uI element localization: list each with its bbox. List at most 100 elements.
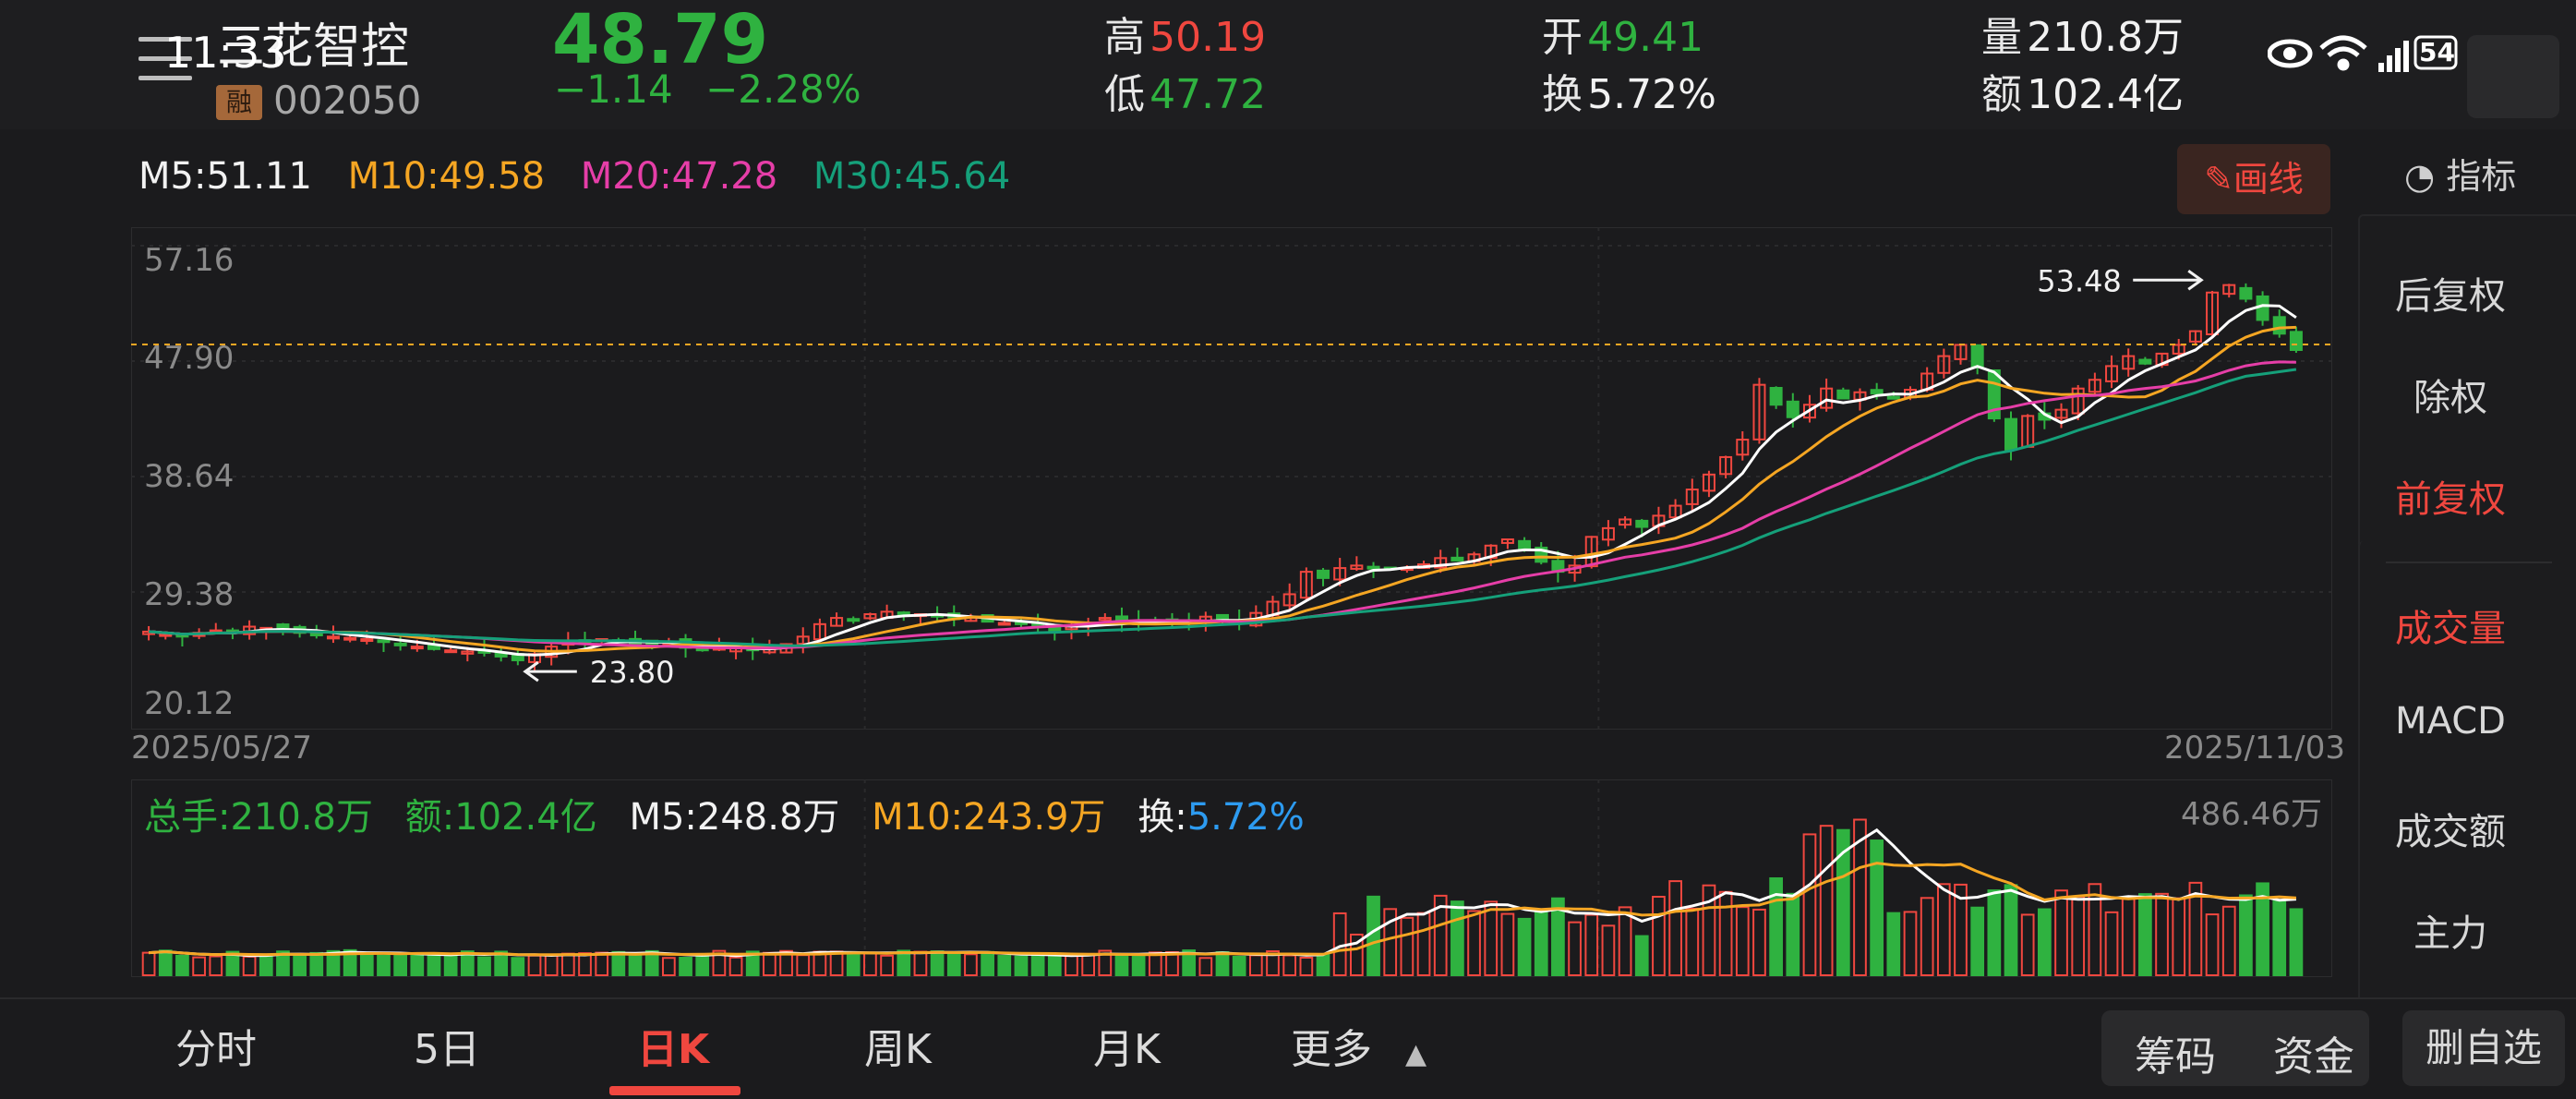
- status-icons: 54: [2267, 26, 2462, 81]
- candle-body: [2206, 291, 2220, 335]
- volume-bar: [2004, 884, 2018, 976]
- rp-item-pre-adjust[interactable]: 前复权: [2395, 478, 2506, 521]
- volume-bar: [1752, 908, 1766, 977]
- volume-chart[interactable]: [131, 779, 2332, 977]
- volume-bar: [343, 948, 357, 976]
- rp-item-amount[interactable]: 成交额: [2395, 811, 2506, 853]
- volume-bar: [1886, 912, 1901, 977]
- open-value: 49.41: [1587, 14, 1704, 61]
- tab-daily-k[interactable]: 日K: [637, 1026, 710, 1073]
- volume-bar: [2071, 895, 2086, 976]
- window-button[interactable]: [2467, 35, 2559, 118]
- volume-bar: [1786, 892, 1800, 976]
- volume-bar: [981, 950, 994, 976]
- volume-bar: [1467, 910, 1481, 976]
- rp-item-main-force[interactable]: 主力: [2413, 912, 2487, 955]
- volume-bar: [494, 950, 509, 976]
- tab-intraday[interactable]: 分时: [175, 1026, 257, 1073]
- candle-body: [1836, 389, 1850, 400]
- volume-bar: [1735, 906, 1750, 976]
- tab-more[interactable]: 更多 ▲: [1291, 1026, 1427, 1073]
- tab-monthly-k[interactable]: 月K: [1093, 1026, 1161, 1073]
- candle-body: [1619, 518, 1632, 526]
- volume-bar: [2172, 897, 2186, 976]
- chips-funds-group: [2101, 1010, 2369, 1086]
- funds-button[interactable]: 资金: [2273, 1033, 2354, 1081]
- candle-body: [2004, 417, 2018, 451]
- volume-bar: [175, 954, 189, 977]
- candle-body: [1535, 546, 1548, 563]
- menu-icon[interactable]: [138, 37, 192, 85]
- rp-divider: [2386, 562, 2552, 563]
- candle-body: [1350, 564, 1364, 570]
- rp-item-post-adjust[interactable]: 后复权: [2395, 275, 2506, 318]
- rp-item-macd[interactable]: MACD: [2395, 700, 2506, 743]
- rp-item-ex-right[interactable]: 除权: [2413, 377, 2487, 419]
- remove-watchlist-button[interactable]: 删自选: [2402, 1010, 2565, 1086]
- end-date: 2025/11/03: [2164, 730, 2345, 767]
- low-stat: 低 47.72: [1104, 61, 1266, 120]
- volume-bar: [1316, 953, 1330, 977]
- low-label: 低: [1104, 71, 1145, 118]
- candle-body: [997, 622, 1011, 626]
- candle-body: [393, 642, 407, 646]
- volume-bar: [1584, 913, 1599, 976]
- ma10-label: M10:49.58: [347, 155, 546, 198]
- svg-text:53.48: 53.48: [2037, 263, 2122, 298]
- volume-bar: [796, 954, 811, 976]
- stock-code: 002050: [273, 78, 422, 123]
- volume-bar: [1870, 839, 1884, 977]
- volume-bar: [1098, 949, 1113, 976]
- kline-ma-lines: [148, 304, 2297, 657]
- candle-body: [1317, 569, 1330, 579]
- indicator-button[interactable]: ◔ 指标: [2404, 156, 2517, 197]
- volume-bar: [1702, 884, 1716, 976]
- signal-icon: [2378, 41, 2409, 72]
- ma20-label: M20:47.28: [580, 155, 778, 198]
- candle-body: [2088, 379, 2101, 393]
- volume-bar: [2188, 881, 2203, 976]
- candle-body: [1820, 387, 1834, 409]
- battery-level: 54: [2419, 37, 2455, 67]
- volume-bar: [628, 954, 643, 977]
- y-tick-1: 57.16: [144, 242, 235, 279]
- volume-bar: [141, 951, 156, 976]
- volume-bar: [1198, 957, 1213, 977]
- ma-legend: M5:51.11 M10:49.58 M20:47.28 M30:45.64: [138, 155, 1034, 198]
- high-value: 50.19: [1150, 14, 1267, 61]
- volume-bar: [293, 954, 307, 977]
- volume-bar: [1802, 833, 1817, 977]
- volume-bar: [377, 954, 391, 977]
- volume-bar: [1248, 954, 1263, 976]
- volume-bar: [2104, 911, 2119, 977]
- volume-bar: [527, 954, 542, 976]
- chips-button[interactable]: 筹码: [2135, 1033, 2216, 1081]
- draw-line-button[interactable]: ✎画线: [2177, 144, 2330, 214]
- candle-body: [1366, 565, 1380, 570]
- volume-bar: [1366, 895, 1380, 976]
- tab-weekly-k[interactable]: 周K: [864, 1026, 932, 1073]
- vol-m10: M10:243.9万: [872, 796, 1106, 839]
- tab-5day[interactable]: 5日: [414, 1026, 480, 1073]
- volume-bar: [1517, 917, 1532, 977]
- volume-frame: [131, 779, 2332, 977]
- volume-bar: [1350, 933, 1364, 976]
- volume-bar: [560, 952, 575, 976]
- price-change: −1.14 −2.28%: [554, 66, 861, 112]
- volume-bar: [2256, 882, 2269, 976]
- volume-bar: [946, 951, 961, 977]
- y-tick-4: 29.38: [144, 576, 235, 613]
- volume-bar: [1819, 825, 1834, 977]
- volume-bar: [460, 950, 475, 976]
- volume-bar: [393, 953, 408, 977]
- kline-chart[interactable]: 53.48 23.80: [131, 227, 2332, 730]
- volume-bar: [578, 952, 592, 976]
- volume-bar: [1853, 818, 1867, 976]
- candle-body: [1635, 519, 1649, 528]
- volume-bar: [2020, 913, 2035, 976]
- volume-bars: [141, 818, 2304, 977]
- candle-body: [1752, 383, 1766, 441]
- rp-item-volume[interactable]: 成交量: [2395, 608, 2506, 650]
- volume-bar: [1685, 907, 1700, 976]
- candle-body: [1601, 526, 1615, 541]
